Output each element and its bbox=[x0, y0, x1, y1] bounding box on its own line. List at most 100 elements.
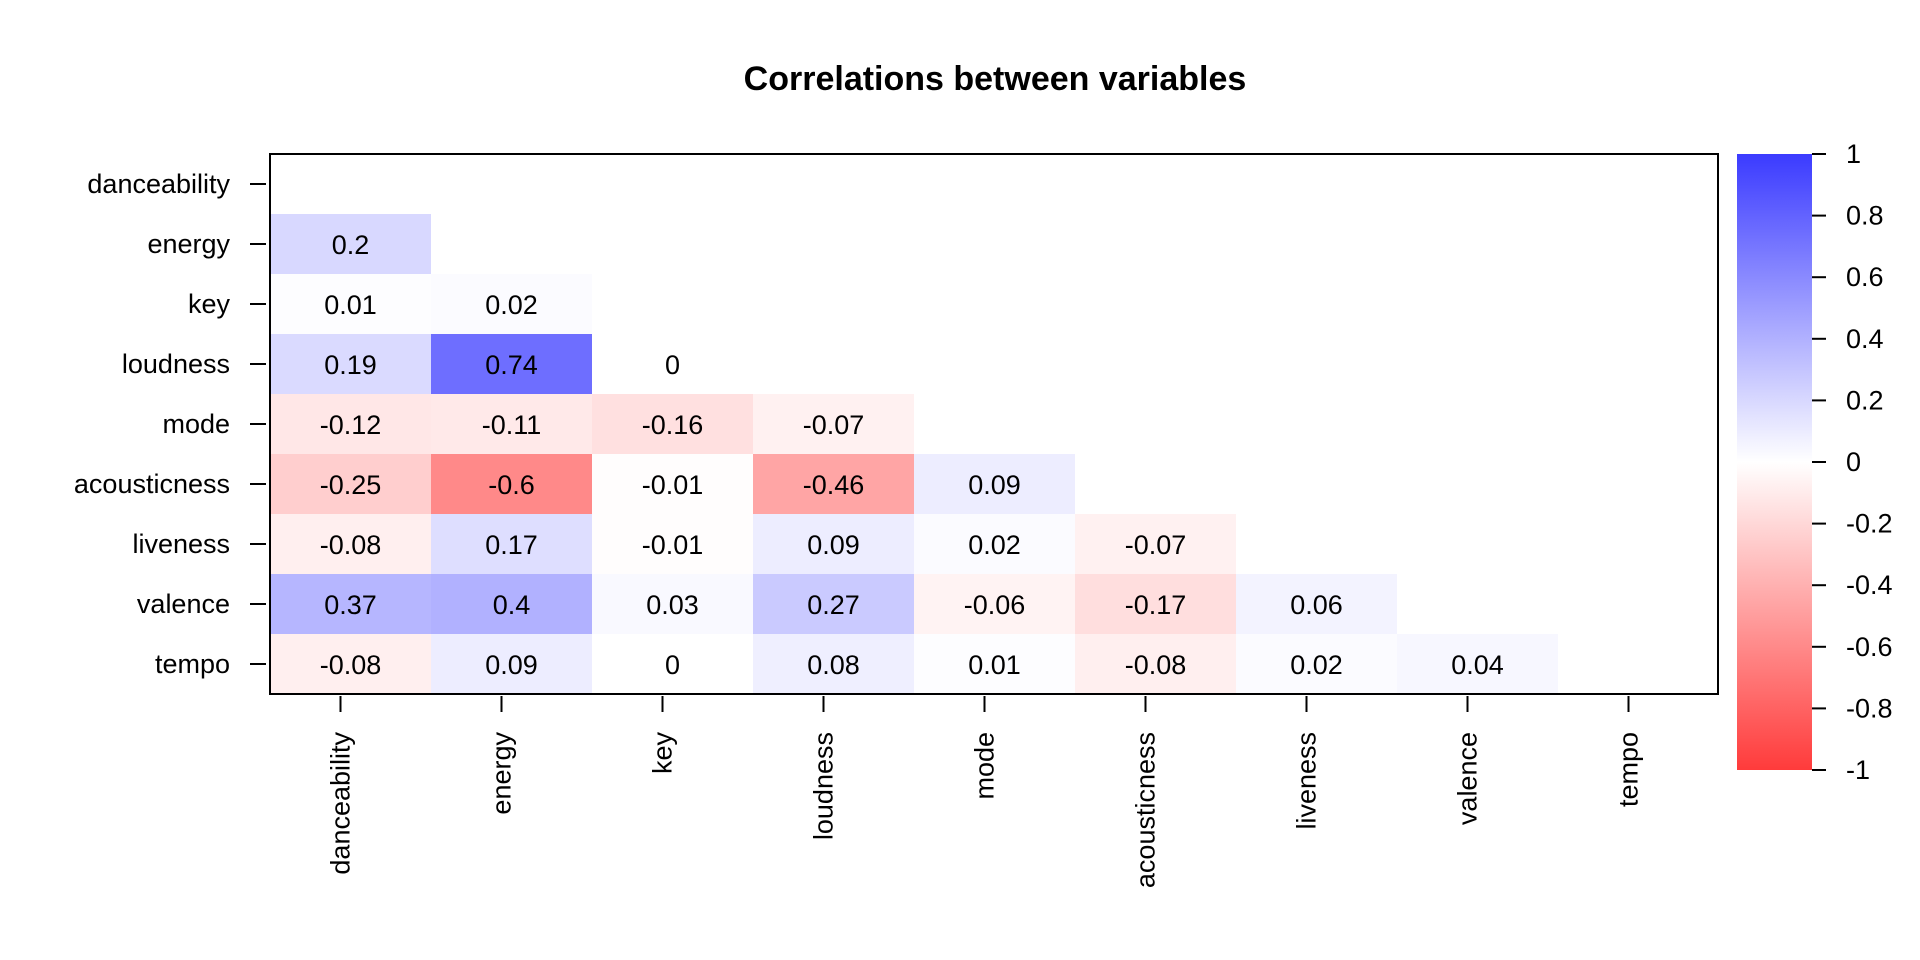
cell-value-label: 0.17 bbox=[485, 530, 538, 560]
y-tick-label-mode: mode bbox=[162, 409, 230, 439]
cell-value-label: 0.08 bbox=[807, 650, 860, 680]
heatmap-cell-tempo-liveness bbox=[1236, 634, 1397, 694]
heatmap-cell-valence-acousticness bbox=[1075, 574, 1236, 634]
cell-value-label: -0.08 bbox=[320, 650, 382, 680]
heatmap-cell-acousticness-loudness bbox=[753, 454, 914, 514]
heatmap-cell-valence-danceability bbox=[270, 574, 431, 634]
heatmap-cell-liveness-energy bbox=[431, 514, 592, 574]
cell-value-label: -0.25 bbox=[320, 470, 382, 500]
cell-value-label: 0.06 bbox=[1290, 590, 1343, 620]
cell-value-label: -0.6 bbox=[488, 470, 535, 500]
heatmap-cell-tempo-acousticness bbox=[1075, 634, 1236, 694]
x-tick-label-energy: energy bbox=[487, 732, 517, 815]
heatmap-cell-key-danceability bbox=[270, 274, 431, 334]
x-tick-label-acousticness: acousticness bbox=[1131, 732, 1161, 888]
heatmap-cell-mode-energy bbox=[431, 394, 592, 454]
heatmap-cell-tempo-valence bbox=[1397, 634, 1558, 694]
cell-value-label: 0.02 bbox=[485, 290, 538, 320]
colorbar-tick-label: 0 bbox=[1846, 447, 1861, 477]
cell-value-label: 0.09 bbox=[807, 530, 860, 560]
cell-value-label: -0.07 bbox=[1125, 530, 1187, 560]
x-tick-label-liveness: liveness bbox=[1292, 732, 1322, 830]
chart-title: Correlations between variables bbox=[744, 60, 1247, 98]
y-tick-label-valence: valence bbox=[137, 589, 230, 619]
cell-value-label: -0.12 bbox=[320, 410, 382, 440]
x-tick-label-key: key bbox=[648, 732, 678, 775]
cell-value-label: -0.08 bbox=[320, 530, 382, 560]
heatmap-cell-tempo-loudness bbox=[753, 634, 914, 694]
heatmap-cell-loudness-energy bbox=[431, 334, 592, 394]
cell-value-label: 0.19 bbox=[324, 350, 377, 380]
heatmap-cell-mode-key bbox=[592, 394, 753, 454]
x-axis: danceability energy key loudness mode acousti… bbox=[326, 696, 1644, 888]
heatmap-cell-tempo-mode bbox=[914, 634, 1075, 694]
x-tick-label-valence: valence bbox=[1453, 732, 1483, 825]
cell-value-label: 0.02 bbox=[1290, 650, 1343, 680]
heatmap-cell-tempo-danceability bbox=[270, 634, 431, 694]
cell-value-label: 0.01 bbox=[324, 290, 377, 320]
y-tick-label-acousticness: acousticness bbox=[74, 469, 230, 499]
colorbar-tick-label: -0.6 bbox=[1846, 632, 1893, 662]
y-tick-label-loudness: loudness bbox=[122, 349, 230, 379]
colorbar-tick-label: -0.8 bbox=[1846, 693, 1893, 723]
heatmap-cell-acousticness-mode bbox=[914, 454, 1075, 514]
y-tick-label-tempo: tempo bbox=[155, 649, 230, 679]
plot-frame bbox=[269, 153, 1719, 695]
x-tick-label-loudness: loudness bbox=[809, 732, 839, 840]
heatmap-cell-energy-danceability bbox=[270, 214, 431, 274]
cell-value-label: 0.37 bbox=[324, 590, 377, 620]
cell-value-label: -0.01 bbox=[642, 530, 704, 560]
heatmap-cell-liveness-mode bbox=[914, 514, 1075, 574]
colorbar-tick-label: 0.4 bbox=[1846, 324, 1884, 354]
cell-value-label: 0.09 bbox=[968, 470, 1021, 500]
heatmap-cell-mode-danceability bbox=[270, 394, 431, 454]
colorbar-gradient bbox=[1737, 154, 1812, 770]
heatmap-cell-valence-loudness bbox=[753, 574, 914, 634]
y-axis: danceability energy key loudness mode acousti… bbox=[74, 169, 266, 679]
heatmap-cell-key-energy bbox=[431, 274, 592, 334]
heatmap-cell-acousticness-energy bbox=[431, 454, 592, 514]
cell-value-label: -0.11 bbox=[482, 410, 542, 440]
colorbar-tick-label: 1 bbox=[1846, 139, 1861, 169]
cell-value-label: -0.46 bbox=[803, 470, 865, 500]
heatmap-cell-acousticness-key bbox=[592, 454, 753, 514]
cell-value-label: 0 bbox=[665, 350, 680, 380]
y-tick-label-liveness: liveness bbox=[132, 529, 230, 559]
heatmap-cell-tempo-key bbox=[592, 634, 753, 694]
cell-value-label: -0.06 bbox=[964, 590, 1026, 620]
heatmap-cell-loudness-danceability bbox=[270, 334, 431, 394]
colorbar-tick-label: -0.2 bbox=[1846, 509, 1893, 539]
cell-value-label: 0.04 bbox=[1451, 650, 1504, 680]
cell-value-label: -0.01 bbox=[642, 470, 704, 500]
cell-value-label: 0.09 bbox=[485, 650, 538, 680]
heatmap-cell-loudness-key bbox=[592, 334, 753, 394]
heatmap-cell-valence-mode bbox=[914, 574, 1075, 634]
heatmap-cells: 0.2 0.01 0.02 0.19 0.74 0 -0.12 -0.11 -0.16 -0.07… bbox=[270, 214, 1558, 694]
heatmap-cell-liveness-danceability bbox=[270, 514, 431, 574]
y-tick-label-energy: energy bbox=[147, 229, 230, 259]
cell-value-label: 0.2 bbox=[332, 230, 370, 260]
y-tick-label-danceability: danceability bbox=[87, 169, 230, 199]
cell-value-label: -0.07 bbox=[803, 410, 865, 440]
heatmap-cell-liveness-loudness bbox=[753, 514, 914, 574]
heatmap-cell-valence-energy bbox=[431, 574, 592, 634]
heatmap-cell-acousticness-danceability bbox=[270, 454, 431, 514]
heatmap-cell-valence-liveness bbox=[1236, 574, 1397, 634]
heatmap-cell-liveness-key bbox=[592, 514, 753, 574]
cell-value-label: 0.27 bbox=[807, 590, 860, 620]
colorbar-tick-label: -0.4 bbox=[1846, 570, 1893, 600]
colorbar-tick-label: 0.8 bbox=[1846, 201, 1884, 231]
colorbar: 1 0.8 0.6 0.4 0.2 0 -0.2 -0.4 -0.6 -0.8 -1 bbox=[1737, 139, 1893, 785]
heatmap-cell-mode-loudness bbox=[753, 394, 914, 454]
x-tick-label-danceability: danceability bbox=[326, 732, 356, 875]
colorbar-tick-label: 0.6 bbox=[1846, 262, 1884, 292]
colorbar-tick-label: -1 bbox=[1846, 755, 1870, 785]
cell-value-label: -0.17 bbox=[1125, 590, 1187, 620]
cell-value-label: 0.03 bbox=[646, 590, 699, 620]
x-tick-label-mode: mode bbox=[970, 732, 1000, 800]
cell-value-label: 0.02 bbox=[968, 530, 1021, 560]
colorbar-tick-label: 0.2 bbox=[1846, 385, 1884, 415]
cell-value-label: 0 bbox=[665, 650, 680, 680]
cell-value-label: 0.01 bbox=[968, 650, 1021, 680]
